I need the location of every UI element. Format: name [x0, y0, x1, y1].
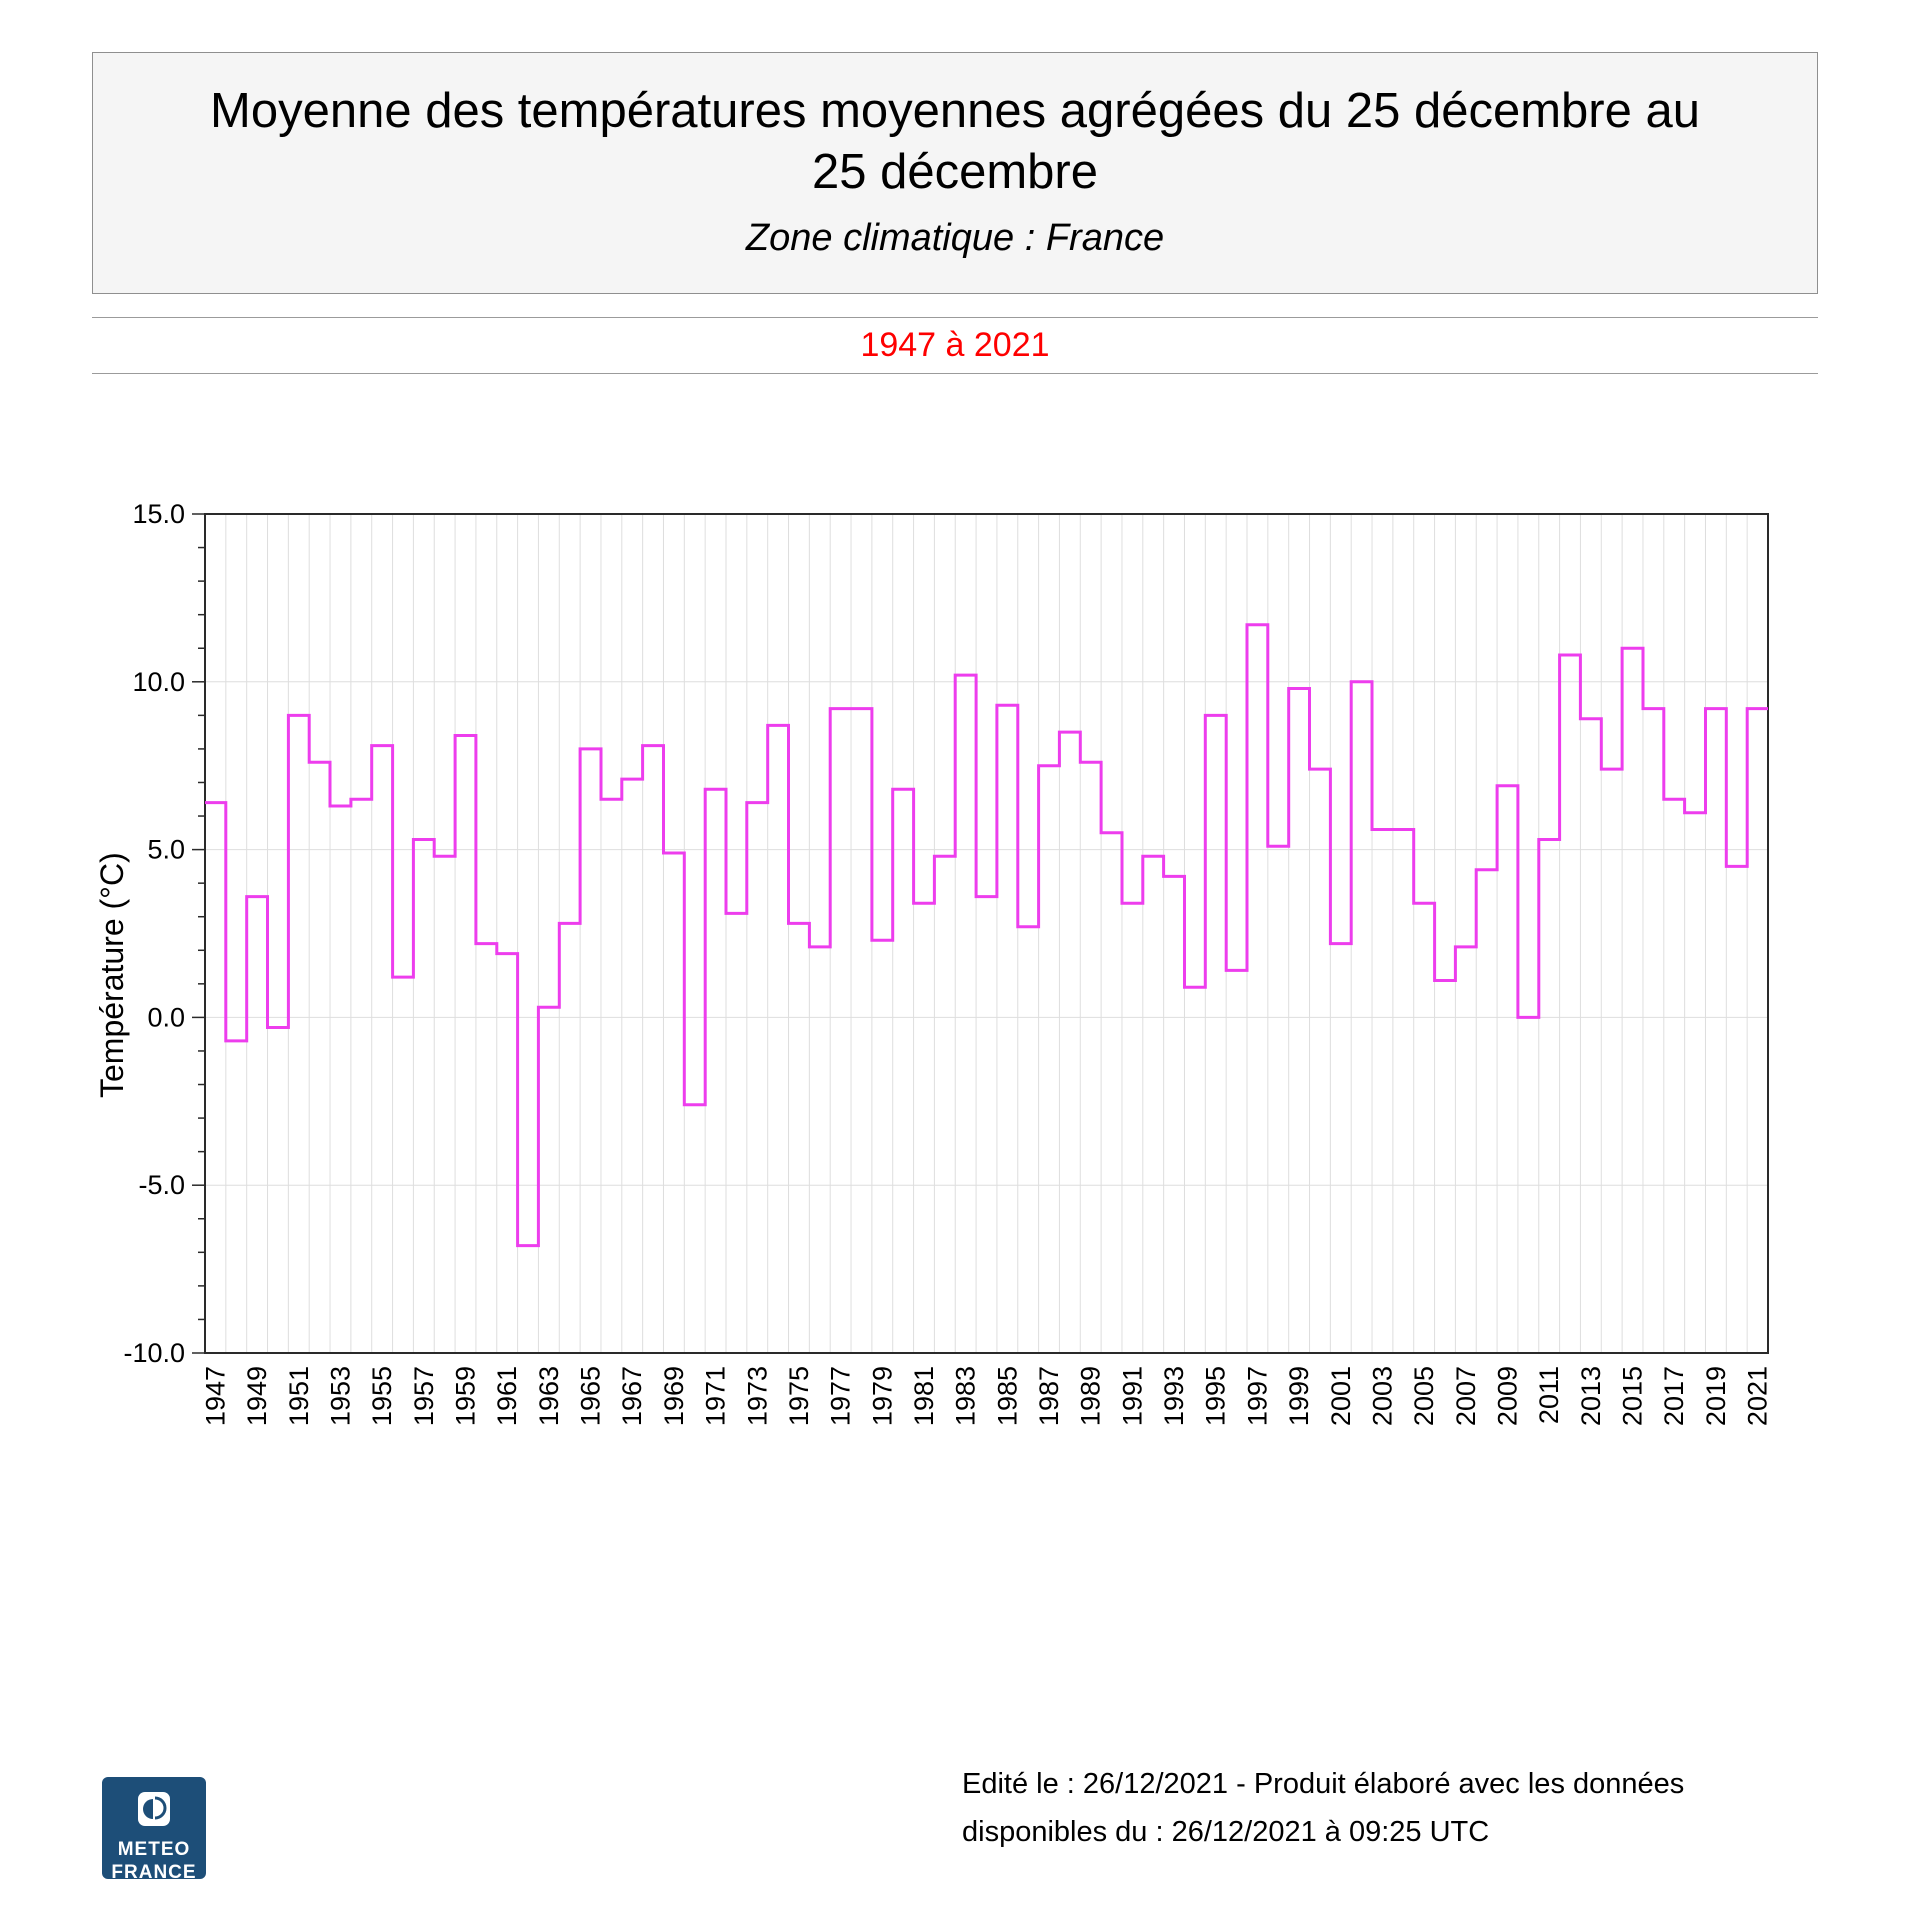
x-tick-label: 1999 — [1284, 1366, 1314, 1426]
edition-note: Edité le : 26/12/2021 - Produit élaboré … — [962, 1760, 1684, 1856]
x-tick-label: 2015 — [1618, 1366, 1648, 1426]
y-axis-title: Température (°C) — [94, 852, 130, 1098]
page-title-line2: 25 décembre — [811, 145, 1098, 199]
x-tick-label: 2011 — [1534, 1366, 1564, 1424]
x-tick-label: 1963 — [534, 1366, 564, 1426]
x-tick-label: 1991 — [1117, 1366, 1147, 1426]
climate-zone-subtitle: Zone climatique : France — [745, 217, 1165, 259]
x-tick-label: 1971 — [701, 1366, 731, 1426]
x-tick-label: 1969 — [659, 1366, 689, 1426]
page-title: Moyenne des températures moyennes agrégé… — [93, 53, 1817, 203]
x-tick-label: 2001 — [1326, 1366, 1356, 1426]
x-tick-label: 2017 — [1659, 1366, 1689, 1426]
x-tick-label: 1985 — [992, 1366, 1022, 1426]
horizontal-gridlines — [205, 681, 1768, 1186]
x-tick-label: 1993 — [1159, 1366, 1189, 1426]
x-tick-label: 1947 — [200, 1366, 230, 1426]
vertical-gridlines — [225, 514, 1748, 1353]
x-tick-label: 2021 — [1743, 1366, 1773, 1426]
x-tick-labels: 1947 1949 1951 1953 1955 1957 1959 1961 1963 1965… — [200, 1366, 1772, 1426]
period-band: 1947 à 2021 — [92, 317, 1818, 374]
x-tick-label: 1995 — [1201, 1366, 1231, 1426]
meteo-france-logo-icon — [138, 1792, 170, 1826]
x-tick-label: 1965 — [576, 1366, 606, 1426]
x-tick-label: 1975 — [784, 1366, 814, 1426]
y-tick-label: -5.0 — [138, 1170, 185, 1200]
x-tick-label: 1961 — [492, 1366, 522, 1426]
y-tick-label: 5.0 — [147, 835, 185, 865]
y-tick-labels: 15.0 10.0 5.0 0.0 -5.0 -10.0 — [123, 499, 185, 1368]
x-tick-label: 1979 — [867, 1366, 897, 1426]
y-tick-label: 10.0 — [132, 667, 185, 697]
y-tick-label: -10.0 — [123, 1338, 185, 1368]
x-tick-label: 1951 — [284, 1366, 314, 1426]
x-tick-label: 1983 — [951, 1366, 981, 1426]
x-tick-label: 2009 — [1493, 1366, 1523, 1426]
page-title-line1: Moyenne des températures moyennes agrégé… — [210, 84, 1700, 138]
edition-note-line1: Edité le : 26/12/2021 - Produit élaboré … — [962, 1768, 1685, 1800]
x-tick-label: 2013 — [1576, 1366, 1606, 1426]
x-tick-label: 1957 — [409, 1366, 439, 1426]
x-tick-label: 1959 — [451, 1366, 481, 1426]
x-tick-label: 1989 — [1076, 1366, 1106, 1426]
x-tick-label: 1955 — [367, 1366, 397, 1426]
x-tick-label: 2007 — [1451, 1366, 1481, 1426]
x-tick-label: 1981 — [909, 1366, 939, 1426]
x-tick-label: 2003 — [1367, 1366, 1397, 1426]
x-tick-label: 1997 — [1242, 1366, 1272, 1426]
x-tick-label: 2019 — [1701, 1366, 1731, 1426]
meteo-france-logo: METEO FRANCE — [102, 1777, 206, 1883]
x-tick-label: 1967 — [617, 1366, 647, 1426]
y-tick-label: 0.0 — [147, 1002, 185, 1032]
x-tick-label: 1973 — [742, 1366, 772, 1426]
y-axis-ticks — [192, 513, 205, 1354]
x-tick-label: 1987 — [1034, 1366, 1064, 1426]
plot-area — [205, 514, 1768, 1353]
x-tick-label: 1949 — [242, 1366, 272, 1426]
logo-text-line2: FRANCE — [111, 1862, 197, 1883]
x-tick-label: 2005 — [1409, 1366, 1439, 1426]
y-tick-label: 15.0 — [132, 499, 185, 529]
chart-header: Moyenne des températures moyennes agrégé… — [92, 52, 1818, 294]
logo-text: METEO FRANCE — [102, 1838, 206, 1884]
x-tick-label: 1953 — [325, 1366, 355, 1426]
period-range-label: 1947 à 2021 — [860, 326, 1050, 364]
logo-text-line1: METEO — [117, 1839, 191, 1860]
plot-border — [204, 513, 1769, 1354]
temperature-series-line — [205, 623, 1768, 1248]
edition-note-line2: disponibles du : 26/12/2021 à 09:25 UTC — [962, 1816, 1490, 1848]
x-tick-label: 1977 — [826, 1366, 856, 1426]
